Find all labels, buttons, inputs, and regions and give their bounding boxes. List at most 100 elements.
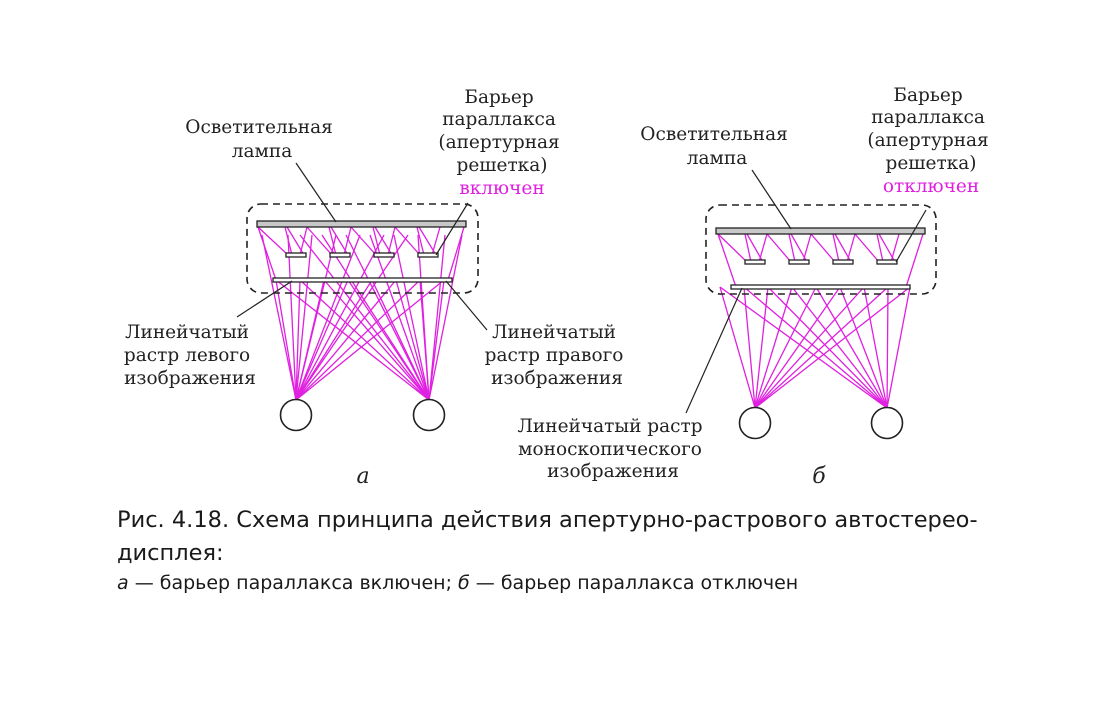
light-ray bbox=[372, 226, 381, 256]
right-raster-label-line: изображения bbox=[491, 368, 623, 389]
diagram-a: Осветительная лампа Барьер параллакса (а… bbox=[124, 87, 630, 489]
light-ray bbox=[905, 233, 924, 288]
light-ray bbox=[393, 234, 430, 401]
left-raster-label-line: растр левого bbox=[124, 345, 250, 366]
raster-plate-a bbox=[272, 277, 453, 283]
barrier-label-b: Барьер параллакса (апертурная решетка) bbox=[867, 85, 994, 174]
subcaption-letter-b: б bbox=[458, 572, 470, 594]
light-rays-a bbox=[257, 226, 465, 401]
light-ray bbox=[418, 226, 437, 256]
light-ray bbox=[328, 226, 337, 256]
diagram-b: Осветительная лампа Барьер параллакса (а… bbox=[517, 85, 994, 489]
barrier-a bbox=[285, 252, 439, 258]
figure-letter-a: а bbox=[356, 464, 369, 489]
barrier-slat bbox=[832, 259, 854, 265]
light-ray bbox=[790, 233, 808, 263]
light-ray bbox=[261, 234, 297, 401]
light-ray bbox=[295, 234, 361, 401]
light-ray bbox=[394, 226, 421, 256]
figure-subcaption: а — барьер параллакса включен; б — барье… bbox=[117, 572, 1017, 594]
light-ray bbox=[834, 233, 852, 263]
barrier-slat bbox=[285, 252, 307, 258]
light-ray bbox=[295, 234, 313, 401]
light-ray bbox=[743, 286, 888, 409]
light-ray bbox=[416, 226, 425, 256]
barrier-leader-a bbox=[435, 202, 469, 256]
light-ray bbox=[863, 286, 888, 409]
left-eye-b bbox=[738, 406, 772, 440]
light-ray bbox=[395, 279, 430, 401]
light-ray bbox=[287, 234, 297, 401]
barrier-state-a: включен bbox=[459, 178, 544, 199]
lamp-a bbox=[256, 220, 467, 228]
light-ray bbox=[754, 286, 769, 409]
barrier-label-line: (апертурная bbox=[438, 132, 559, 153]
subcaption-text-b: — барьер параллакса отключен bbox=[469, 572, 799, 594]
light-ray bbox=[295, 279, 373, 401]
light-ray bbox=[754, 286, 911, 409]
light-ray bbox=[306, 226, 333, 256]
light-ray bbox=[295, 279, 349, 401]
light-ray bbox=[323, 279, 430, 401]
lamp-label-line: лампа bbox=[687, 148, 748, 169]
light-ray bbox=[767, 286, 888, 409]
light-ray bbox=[428, 234, 463, 401]
light-ray bbox=[286, 226, 305, 256]
light-ray bbox=[295, 279, 325, 401]
barrier-slat bbox=[788, 259, 810, 265]
light-ray bbox=[257, 226, 277, 281]
barrier-label-line: Барьер bbox=[464, 87, 533, 108]
barrier-label-line: Барьер bbox=[893, 85, 962, 106]
light-ray bbox=[839, 286, 888, 409]
light-ray bbox=[330, 226, 349, 256]
barrier-slat bbox=[373, 252, 395, 258]
light-ray bbox=[754, 286, 865, 409]
light-ray bbox=[295, 279, 301, 401]
light-ray bbox=[815, 286, 888, 409]
barrier-label-line: (апертурная bbox=[867, 130, 988, 151]
light-rays-b bbox=[717, 233, 924, 409]
light-ray bbox=[275, 279, 430, 401]
light-ray bbox=[878, 233, 896, 263]
light-ray bbox=[810, 233, 836, 263]
lamp-leader-a bbox=[295, 162, 337, 223]
light-ray bbox=[876, 233, 884, 263]
right-eye-b bbox=[870, 406, 904, 440]
mono-raster-label-line: изображения bbox=[547, 461, 679, 482]
lamp-b bbox=[715, 227, 926, 235]
right-raster-label-a: Линейчатый растр правого изображения bbox=[485, 322, 630, 389]
light-ray bbox=[419, 279, 430, 401]
barrier-slat bbox=[876, 259, 898, 265]
left-eye-a bbox=[279, 398, 313, 432]
figure-letter-b: б bbox=[812, 464, 826, 489]
barrier-state-b: отключен bbox=[883, 176, 979, 197]
light-ray bbox=[719, 286, 756, 409]
barrier-label-a: Барьер параллакса (апертурная решетка) bbox=[438, 87, 565, 176]
mono-raster-label-b: Линейчатый растр моноскопического изобра… bbox=[517, 416, 708, 482]
display-housing-a bbox=[246, 203, 479, 294]
barrier-leader-b bbox=[895, 209, 927, 263]
light-ray bbox=[295, 234, 409, 401]
left-raster-label-a: Линейчатый растр левого изображения bbox=[124, 322, 256, 389]
light-ray bbox=[717, 233, 748, 263]
barrier-slat bbox=[744, 259, 766, 265]
light-ray bbox=[719, 286, 888, 409]
light-ray bbox=[754, 286, 817, 409]
figure-caption: Рис. 4.18. Схема принципа действия аперт… bbox=[117, 507, 978, 566]
light-ray bbox=[295, 279, 445, 401]
right-raster-label-line: растр правого bbox=[485, 345, 624, 366]
raster-plate-b bbox=[730, 284, 911, 290]
light-ray bbox=[854, 233, 880, 263]
mono-raster-label-line: Линейчатый растр bbox=[517, 416, 702, 437]
light-ray bbox=[788, 233, 796, 263]
mono-raster-leader-b bbox=[685, 287, 743, 414]
display-housing-b bbox=[705, 204, 937, 295]
light-ray bbox=[299, 279, 430, 401]
light-ray bbox=[257, 226, 289, 256]
lamp-label-line: Осветительная bbox=[640, 124, 788, 145]
left-raster-label-line: Линейчатый bbox=[125, 322, 249, 343]
barrier-label-line: решетка) bbox=[886, 153, 977, 174]
light-ray bbox=[428, 279, 445, 401]
light-ray bbox=[347, 279, 430, 401]
